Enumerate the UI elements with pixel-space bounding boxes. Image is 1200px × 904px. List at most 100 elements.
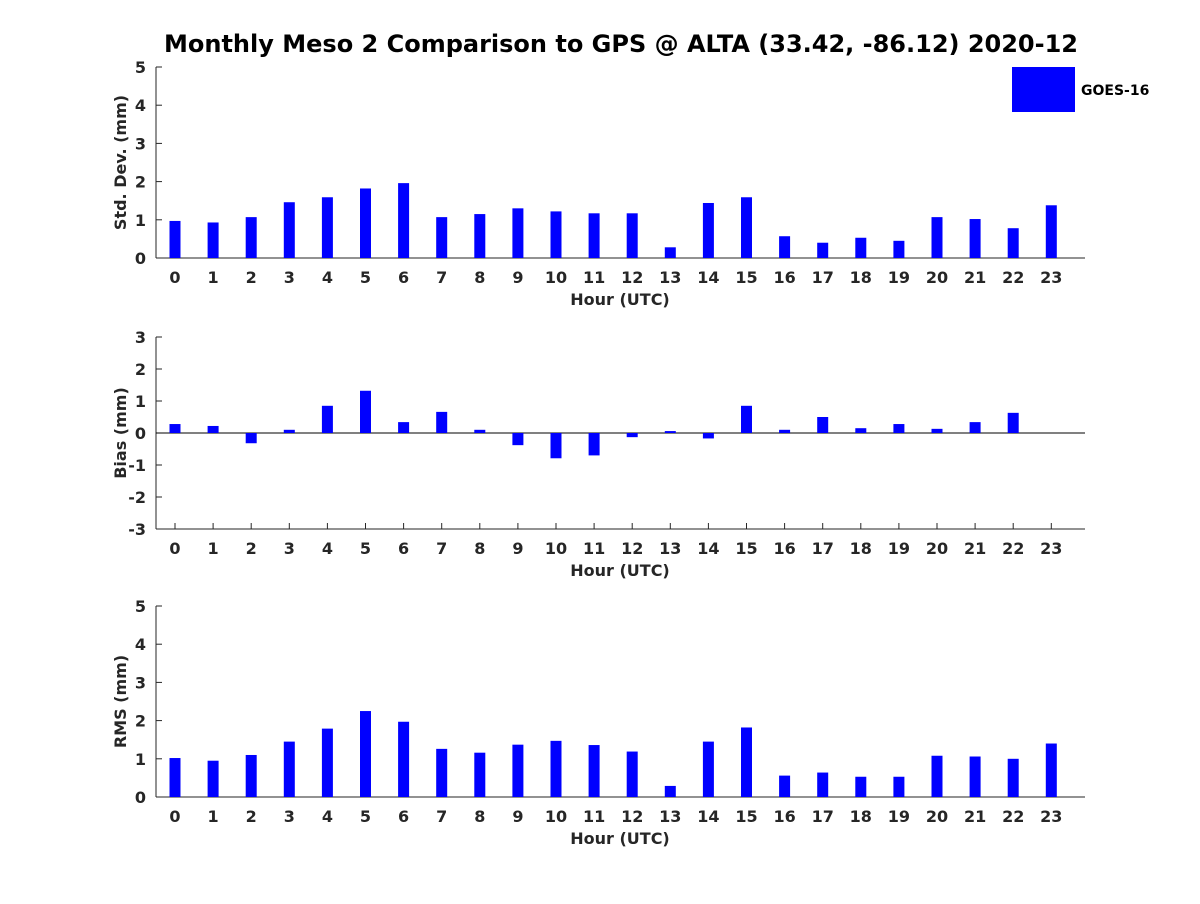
y-tick-label: 3 (135, 673, 146, 692)
x-tick-label: 17 (812, 807, 834, 826)
y-tick-label: 2 (135, 360, 146, 379)
y-tick-label: 3 (135, 328, 146, 347)
bar-hour-12 (626, 213, 638, 258)
bar-hour-0 (169, 758, 181, 797)
x-axis-title: Hour (UTC) (570, 829, 670, 848)
bar-hour-20 (931, 755, 943, 797)
y-tick-label: 3 (135, 134, 146, 153)
x-tick-label: 20 (926, 268, 948, 287)
bar-hour-2 (245, 754, 257, 797)
x-tick-label: 8 (474, 539, 485, 558)
bar-hour-7 (436, 217, 448, 258)
x-tick-label: 22 (1002, 268, 1024, 287)
bar-hour-8 (474, 214, 486, 258)
y-tick-label: -2 (128, 488, 146, 507)
x-tick-label: 12 (621, 807, 643, 826)
x-tick-label: 5 (360, 268, 371, 287)
bar-hour-15 (741, 405, 752, 433)
x-tick-label: 14 (697, 268, 719, 287)
x-tick-label: 16 (773, 807, 795, 826)
legend: GOES-16 (1012, 67, 1149, 112)
bar-hour-21 (969, 756, 981, 797)
bar-hour-17 (817, 772, 829, 797)
x-axis-title: Hour (UTC) (570, 561, 670, 580)
x-tick-label: 18 (850, 268, 872, 287)
bar-hour-10 (550, 433, 562, 459)
bar-hour-3 (283, 429, 295, 433)
x-tick-label: 19 (888, 539, 910, 558)
x-tick-label: 21 (964, 268, 986, 287)
bar-hour-0 (169, 220, 181, 258)
y-axis-title: RMS (mm) (111, 655, 130, 748)
bar-hour-17 (817, 242, 829, 258)
x-tick-label: 2 (246, 539, 257, 558)
bar-hour-6 (398, 183, 410, 258)
x-tick-label: 11 (583, 807, 605, 826)
bar-hour-18 (855, 776, 867, 797)
bar-hour-18 (855, 237, 867, 258)
y-tick-label: 1 (135, 392, 146, 411)
bar-hour-2 (245, 433, 257, 444)
bar-hour-1 (207, 760, 219, 797)
bar-hour-17 (817, 417, 829, 433)
x-tick-label: 0 (169, 268, 180, 287)
bar-hour-6 (398, 422, 410, 433)
x-tick-label: 4 (322, 539, 333, 558)
x-tick-label: 3 (284, 539, 295, 558)
bar-hour-12 (626, 751, 638, 797)
x-tick-label: 13 (659, 539, 681, 558)
x-tick-label: 7 (436, 539, 447, 558)
x-tick-label: 8 (474, 268, 485, 287)
x-tick-label: 4 (322, 807, 333, 826)
x-tick-label: 18 (850, 539, 872, 558)
x-tick-label: 13 (659, 807, 681, 826)
bar-hour-20 (931, 217, 943, 258)
bar-hour-16 (779, 429, 791, 433)
bar-hour-9 (512, 433, 524, 446)
x-tick-label: 2 (246, 807, 257, 826)
bar-hour-14 (702, 741, 714, 797)
x-tick-label: 17 (812, 268, 834, 287)
x-tick-label: 11 (583, 539, 605, 558)
x-tick-label: 12 (621, 268, 643, 287)
x-tick-label: 0 (169, 539, 180, 558)
x-tick-label: 17 (812, 539, 834, 558)
x-tick-label: 15 (735, 539, 757, 558)
bar-hour-22 (1007, 758, 1019, 797)
bar-hour-8 (474, 752, 486, 797)
bar-hour-22 (1007, 228, 1019, 258)
x-tick-label: 3 (284, 268, 295, 287)
y-tick-label: 0 (135, 424, 146, 443)
bar-hour-16 (779, 236, 791, 258)
bar-hour-13 (664, 431, 676, 433)
x-tick-label: 10 (545, 539, 567, 558)
bar-hour-19 (893, 240, 905, 258)
bar-hour-15 (741, 727, 752, 797)
x-tick-label: 5 (360, 807, 371, 826)
x-tick-label: 13 (659, 268, 681, 287)
x-tick-label: 23 (1040, 268, 1062, 287)
bar-hour-10 (550, 211, 562, 258)
bar-hour-11 (588, 745, 600, 797)
x-tick-label: 20 (926, 807, 948, 826)
bar-hour-16 (779, 775, 791, 797)
bar-hour-8 (474, 429, 486, 433)
x-tick-label: 9 (512, 807, 523, 826)
x-tick-label: 4 (322, 268, 333, 287)
x-tick-label: 10 (545, 268, 567, 287)
bar-hour-4 (321, 728, 333, 797)
x-tick-label: 23 (1040, 539, 1062, 558)
bar-hour-11 (588, 433, 600, 456)
bar-hour-13 (664, 247, 676, 258)
x-tick-label: 23 (1040, 807, 1062, 826)
y-axis-title: Bias (mm) (111, 387, 130, 479)
bar-hour-14 (702, 433, 714, 439)
x-tick-label: 9 (512, 539, 523, 558)
x-tick-label: 7 (436, 268, 447, 287)
y-tick-label: 1 (135, 750, 146, 769)
x-tick-label: 1 (208, 268, 219, 287)
bar-hour-5 (360, 188, 371, 258)
